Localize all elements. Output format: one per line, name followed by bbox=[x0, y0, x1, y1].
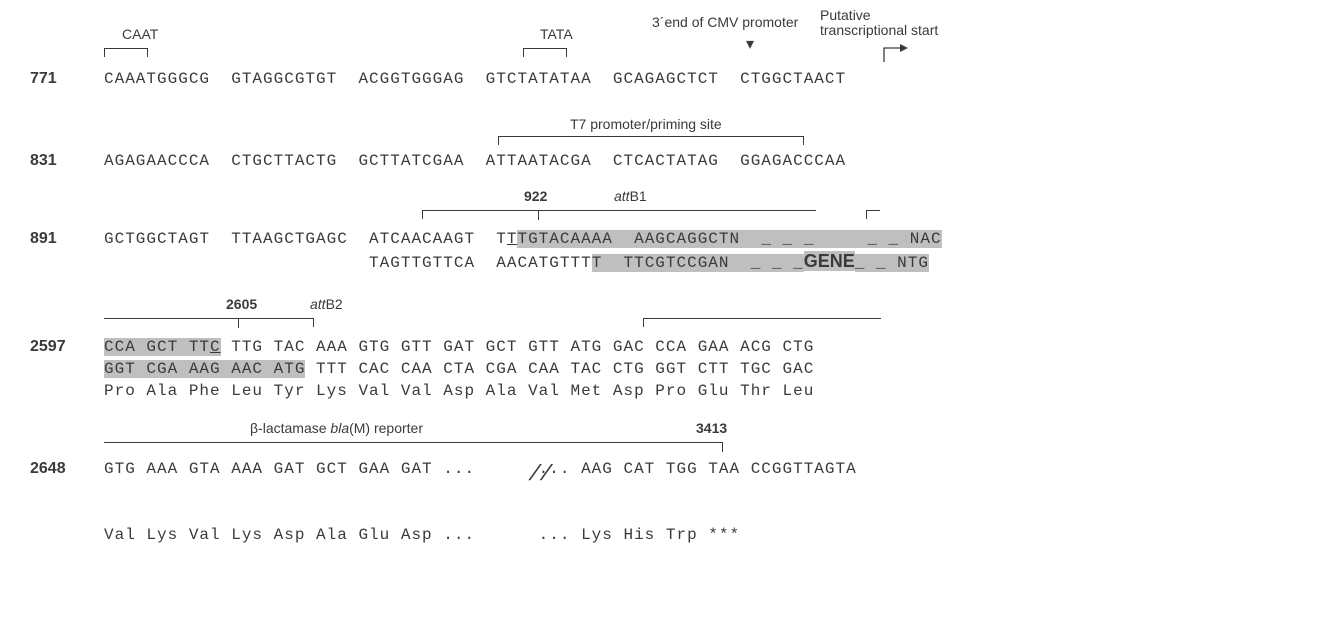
tick-2605 bbox=[238, 318, 239, 328]
row-2648-annotations: β-lactamase bla(M) reporter 3413 bbox=[30, 420, 1310, 458]
label-t7: T7 promoter/priming site bbox=[570, 116, 722, 132]
gene-label: GENE bbox=[804, 251, 855, 271]
seq-2648-top: GTG AAA GTA AAA GAT GCT GAA GAT ... ... … bbox=[104, 460, 857, 478]
row-2648-aa: Val Lys Val Lys Asp Ala Glu Asp ... ... … bbox=[30, 524, 1310, 546]
row-891-bottom: GCTGGCTAGT TTAAGCTGAGC TAGTTGTTCA AACATG… bbox=[30, 250, 1310, 274]
aa-2597: Pro Ala Phe Leu Tyr Lys Val Val Asp Ala … bbox=[104, 382, 814, 400]
seq-2597-bot-rest: TTT CAC CAA CTA CGA CAA TAC CTG GGT CTT … bbox=[305, 360, 814, 378]
seq-891-comp-a: TAGTTGTTCA AACATGTTT bbox=[369, 254, 592, 272]
bracket-t7 bbox=[498, 136, 804, 145]
row-831-annotations: T7 promoter/priming site bbox=[30, 116, 1310, 150]
arrow-cmv-end: ▾ bbox=[746, 34, 754, 54]
seq-891-comp-b: T TTCGTCCGAN bbox=[592, 254, 751, 272]
bracket-caat bbox=[104, 48, 148, 57]
pos-891: 891 bbox=[30, 228, 104, 250]
pos-2648: 2648 bbox=[30, 458, 104, 480]
sequence-break-slash: // bbox=[526, 464, 552, 486]
label-caat: CAAT bbox=[122, 26, 158, 42]
row-2597-bottom: GGT CGA AAG AAC ATG TTT CAC CAA CTA CGA … bbox=[30, 358, 1310, 380]
seq-2597-bot-hl: GGT CGA AAG AAC ATG bbox=[104, 360, 305, 378]
seq-891-c: NAC bbox=[899, 230, 941, 248]
pos-2597: 2597 bbox=[30, 336, 104, 358]
pos-831: 831 bbox=[30, 150, 104, 172]
label-putative-start: Putativetranscriptional start bbox=[820, 8, 938, 38]
bracket-gene-right bbox=[866, 210, 880, 219]
row-891-annotations: 922 attB1 bbox=[30, 188, 1310, 228]
gene-dash-l2: _ _ _ bbox=[751, 254, 804, 272]
row-2597-top: 2597CCA GCT TTC TTG TAC AAA GTG GTT GAT … bbox=[30, 336, 1310, 358]
gene-dash-l: _ _ _ bbox=[761, 230, 814, 248]
seq-891-comp-c: NTG bbox=[887, 254, 929, 272]
bracket-tata bbox=[523, 48, 567, 57]
seq-891-a: GCTGGCTAGT TTAAGCTGAGC ATCAACAAGT T bbox=[104, 230, 507, 248]
seq-2597-top-mid: C bbox=[210, 338, 221, 356]
sequence-diagram: CAAT TATA 3´end of CMV promoter ▾ Putati… bbox=[30, 20, 1310, 546]
label-tata: TATA bbox=[540, 26, 573, 42]
seq-2597-top-hl: CCA GCT TT bbox=[104, 338, 210, 356]
tick-922 bbox=[538, 210, 539, 220]
bracket-attB1 bbox=[422, 210, 816, 219]
pos-marker-3413: 3413 bbox=[696, 420, 727, 436]
aa-2648: Val Lys Val Lys Asp Ala Glu Asp ... ... … bbox=[104, 526, 740, 544]
label-attB1: attB1 bbox=[614, 188, 647, 204]
row-2648-top: 2648GTG AAA GTA AAA GAT GCT GAA GAT ... … bbox=[30, 458, 1310, 524]
seq-891-b: TGTACAAAA AAGCAGGCTN bbox=[517, 230, 761, 248]
label-attB2: attB2 bbox=[310, 296, 343, 312]
tick-3413 bbox=[722, 442, 723, 452]
label-blaM: β-lactamase bla(M) reporter bbox=[250, 420, 423, 436]
pos-771: 771 bbox=[30, 68, 104, 90]
label-cmv-promoter: 3´end of CMV promoter bbox=[652, 14, 798, 30]
arrow-transcription-start bbox=[882, 44, 908, 64]
bracket-reporter-start bbox=[643, 318, 881, 327]
row-771-annotations: CAAT TATA 3´end of CMV promoter ▾ Putati… bbox=[30, 20, 1310, 68]
row-2597-aa: Pro Ala Phe Leu Tyr Lys Val Val Asp Ala … bbox=[30, 380, 1310, 402]
gene-dash-r-top: _ _ bbox=[867, 230, 899, 248]
pos-marker-922: 922 bbox=[524, 188, 547, 204]
bracket-attB2 bbox=[104, 318, 314, 327]
pos-marker-2605: 2605 bbox=[226, 296, 257, 312]
line-blaM bbox=[104, 442, 722, 444]
row-2597-annotations: 2605 attB2 bbox=[30, 296, 1310, 336]
row-771-seq: 771CAAATGGGCG GTAGGCGTGT ACGGTGGGAG GTCT… bbox=[30, 68, 1310, 90]
row-891-top: 891GCTGGCTAGT TTAAGCTGAGC ATCAACAAGT TTT… bbox=[30, 228, 1310, 250]
gene-dash-r2: _ _ bbox=[855, 254, 887, 272]
seq-771: CAAATGGGCG GTAGGCGTGT ACGGTGGGAG GTCTATA… bbox=[104, 70, 846, 88]
row-831-seq: 831AGAGAACCCA CTGCTTACTG GCTTATCGAA ATTA… bbox=[30, 150, 1310, 172]
seq-2597-top-rest: TTG TAC AAA GTG GTT GAT GCT GTT ATG GAC … bbox=[221, 338, 815, 356]
seq-831: AGAGAACCCA CTGCTTACTG GCTTATCGAA ATTAATA… bbox=[104, 152, 846, 170]
